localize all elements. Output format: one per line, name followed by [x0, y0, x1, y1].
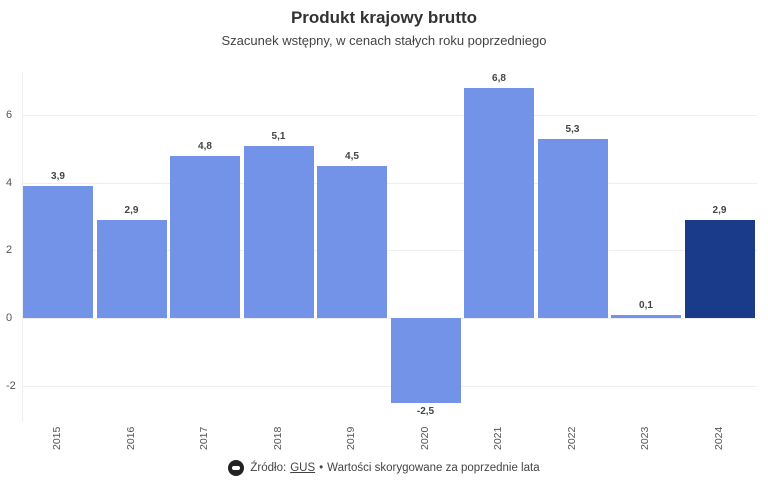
y-tick-label: -2 — [6, 380, 16, 392]
bar-2021[interactable] — [464, 88, 534, 318]
chart-footer: Źródło: GUS • Wartości skorygowane za po… — [0, 460, 768, 476]
x-tick-label: 2019 — [345, 426, 357, 450]
bar-2023[interactable] — [611, 314, 681, 318]
bar-value-label: 4,5 — [345, 150, 359, 162]
source-prefix: Źródło: — [250, 462, 287, 474]
bar-2020[interactable] — [390, 318, 461, 403]
x-tick-label: 2021 — [492, 426, 504, 450]
bar-value-label: -2,5 — [416, 405, 435, 417]
bar-value-label: 0,1 — [639, 299, 653, 311]
bar-2017[interactable] — [170, 155, 240, 318]
bar-2016[interactable] — [96, 219, 167, 318]
x-tick-label: 2017 — [198, 426, 210, 450]
bar-2024[interactable] — [684, 219, 755, 318]
y-axis-line — [22, 72, 23, 422]
bar-2018[interactable] — [243, 145, 314, 318]
x-tick-label: 2024 — [712, 426, 725, 450]
y-tick-label: 6 — [6, 109, 13, 121]
gridline — [22, 250, 757, 251]
bar-value-label: 2,9 — [712, 204, 727, 216]
chart-title: Produkt krajowy brutto — [290, 8, 478, 27]
bar-value-label: 3,9 — [51, 171, 65, 183]
x-tick-label: 2015 — [51, 426, 63, 450]
bar-value-label: 2,9 — [124, 204, 139, 216]
bar-value-label: 4,8 — [198, 140, 212, 152]
y-tick-label: 2 — [6, 244, 13, 256]
footer-note: Wartości skorygowane za poprzednie lata — [327, 462, 540, 474]
bar-value-label: 6,8 — [492, 73, 506, 85]
bar-value-label: 5,1 — [271, 130, 286, 142]
x-tick-label: 2022 — [565, 426, 578, 450]
bar-2019[interactable] — [317, 165, 387, 318]
bar-value-label: 5,3 — [565, 123, 580, 135]
bar-2022[interactable] — [537, 138, 608, 318]
x-tick-label: 2016 — [124, 426, 137, 450]
source-link[interactable]: GUS — [290, 462, 316, 474]
gridline — [22, 183, 757, 184]
y-tick-label: 0 — [6, 312, 13, 324]
gridline — [22, 115, 757, 116]
bar-2015[interactable] — [23, 186, 93, 318]
gridline — [22, 318, 757, 319]
gridline — [22, 386, 757, 387]
x-tick-label: 2018 — [271, 426, 284, 450]
separator: • — [319, 462, 324, 474]
chart-subtitle: Szacunek wstępny, w cenach stałych roku … — [221, 33, 547, 48]
tvn24-logo-icon — [228, 460, 245, 476]
x-tick-label: 2020 — [418, 426, 431, 450]
x-tick-label: 2023 — [639, 426, 651, 450]
y-tick-label: 4 — [6, 177, 13, 189]
